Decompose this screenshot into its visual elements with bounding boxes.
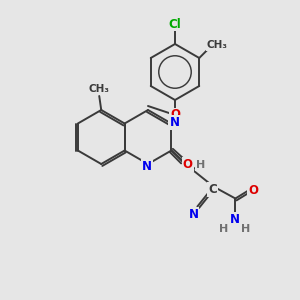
Text: N: N (188, 208, 198, 221)
Text: O: O (170, 109, 180, 122)
Text: H: H (196, 160, 205, 170)
Text: C: C (208, 183, 217, 196)
Text: N: N (230, 213, 239, 226)
Text: N: N (169, 116, 179, 129)
Text: O: O (183, 158, 193, 171)
Text: N: N (142, 160, 152, 172)
Text: H: H (241, 224, 250, 233)
Text: CH₃: CH₃ (89, 84, 110, 94)
Text: O: O (248, 184, 258, 197)
Text: Cl: Cl (169, 17, 182, 31)
Text: CH₃: CH₃ (207, 40, 228, 50)
Text: H: H (219, 224, 228, 233)
